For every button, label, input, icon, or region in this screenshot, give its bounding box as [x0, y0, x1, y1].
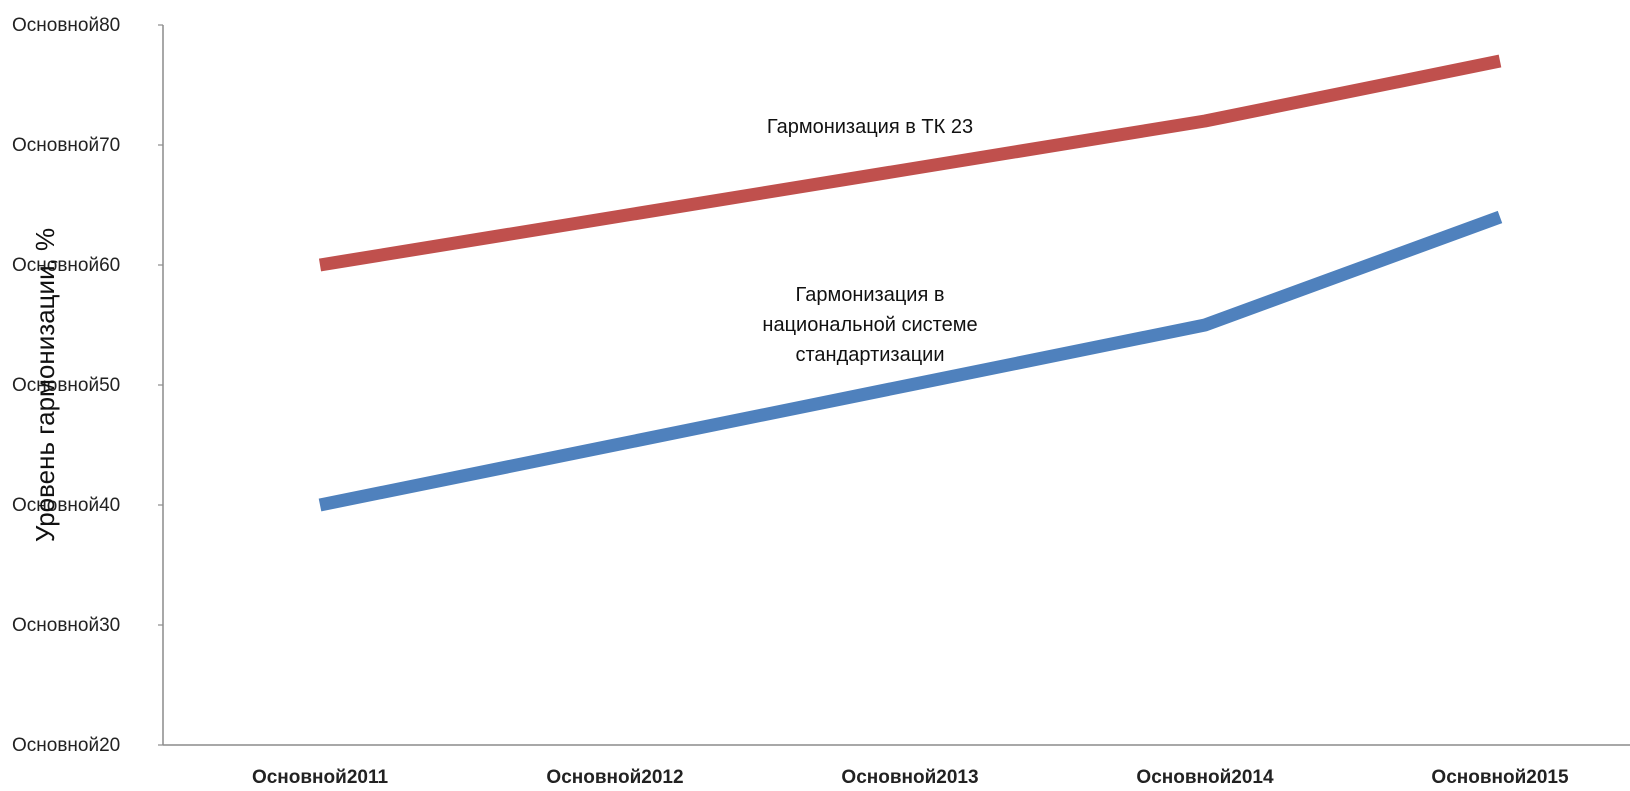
series-line-2	[318, 210, 1503, 512]
series-annotation-1: Гармонизация в ТК 23	[767, 116, 973, 138]
series-line-1	[318, 54, 1502, 272]
y-tick-label: Основной20	[12, 735, 120, 756]
series-annotation-2: Гармонизация в	[796, 284, 945, 306]
y-tick-label: Основной30	[12, 615, 120, 636]
y-axis-title: Уровень гармонизации, %	[30, 228, 60, 542]
x-tick-label: Основной2013	[841, 767, 978, 786]
y-tick-label: Основной80	[12, 15, 120, 36]
series-annotation-2: стандартизации	[795, 344, 944, 366]
y-tick-label: Основной40	[12, 495, 120, 516]
series-annotation-2: национальной системе	[762, 314, 977, 336]
x-tick-label: Основной2011	[252, 767, 389, 786]
y-tick-label: Основной70	[12, 135, 120, 156]
x-tick-label: Основной2014	[1136, 767, 1274, 786]
y-tick-label: Основной60	[12, 255, 120, 276]
x-tick-label: Основной2012	[546, 767, 683, 786]
x-tick-label: Основной2015	[1431, 767, 1569, 786]
y-tick-label: Основной50	[12, 375, 120, 396]
